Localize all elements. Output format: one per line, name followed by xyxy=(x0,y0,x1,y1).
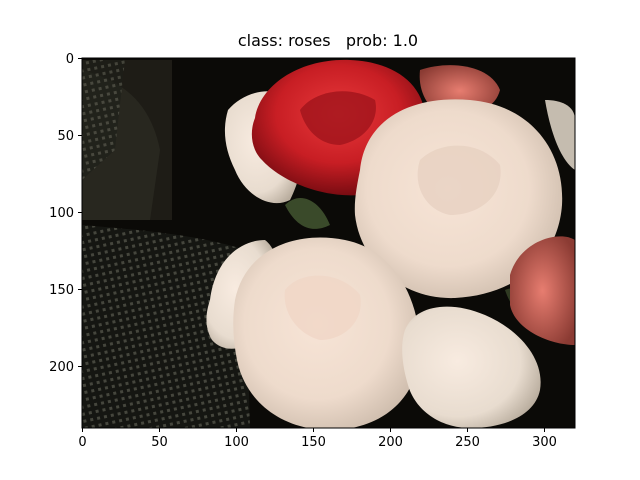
y-tick-label: 100 xyxy=(49,206,74,221)
x-tick-label: 250 xyxy=(455,435,480,450)
y-tick-label: 0 xyxy=(66,52,74,67)
x-axis: 0 50 100 150 200 250 300 xyxy=(78,428,557,450)
x-tick-label: 300 xyxy=(532,435,557,450)
x-tick-label: 200 xyxy=(378,435,403,450)
y-tick-label: 50 xyxy=(57,129,74,144)
x-tick-label: 0 xyxy=(78,435,86,450)
figure-title: class: roses prob: 1.0 xyxy=(237,31,419,50)
y-tick-label: 200 xyxy=(49,360,74,375)
y-axis: 0 50 100 150 200 xyxy=(49,52,82,375)
rose-photo xyxy=(82,58,575,428)
x-tick-label: 50 xyxy=(151,435,168,450)
x-tick-label: 100 xyxy=(224,435,249,450)
y-tick-label: 150 xyxy=(49,283,74,298)
axes-frame xyxy=(81,57,576,429)
x-tick-label: 150 xyxy=(301,435,326,450)
